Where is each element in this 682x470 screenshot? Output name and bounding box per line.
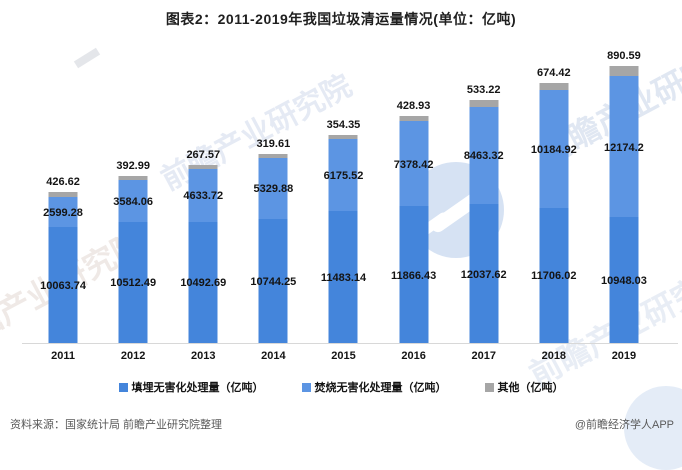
bar-column-2015: 354.35 6175.52 11483.14 <box>308 40 378 343</box>
bar-segment-incineration <box>258 157 288 220</box>
bar-column-2017: 533.22 8463.32 12037.62 <box>449 40 519 343</box>
bar-segment-landfill <box>399 206 429 343</box>
bar-segment-incineration <box>609 76 639 217</box>
x-axis-tick-label: 2017 <box>471 350 496 362</box>
bar-value-label-landfill: 11483.14 <box>320 271 367 284</box>
bar-value-label-landfill: 10512.49 <box>110 277 157 290</box>
bar-segment-incineration <box>469 106 499 205</box>
bar-segment-other <box>48 192 78 197</box>
bar-column-2016: 428.93 7378.42 11866.43 <box>379 40 449 343</box>
bar-segment-landfill <box>328 210 358 343</box>
bar-stack <box>469 100 499 343</box>
legend-item-other: 其他（亿吨） <box>484 379 564 395</box>
bar-stack <box>399 116 429 343</box>
bar-value-label-incineration: 4633.72 <box>183 190 224 203</box>
bar-segment-landfill <box>469 204 499 343</box>
bar-stack <box>328 135 358 343</box>
bar-segment-incineration <box>399 121 429 207</box>
bar-column-2018: 674.42 10184.92 11706.02 <box>519 40 589 343</box>
bar-segment-landfill <box>539 207 569 343</box>
bar-value-label-other: 890.59 <box>607 50 641 62</box>
legend-swatch-incineration-icon <box>301 382 311 392</box>
bar-segment-incineration <box>118 180 148 222</box>
bar-column-2014: 319.61 5329.88 10744.25 <box>238 40 308 343</box>
bar-value-label-incineration: 12174.2 <box>604 141 644 154</box>
legend-item-landfill: 填埋无害化处理量（亿吨） <box>118 379 264 395</box>
bar-value-label-landfill: 11866.43 <box>390 269 437 282</box>
x-axis-tick-label: 2018 <box>541 350 567 362</box>
bar-value-label-incineration: 7378.42 <box>393 158 434 171</box>
bar-segment-other <box>469 100 499 107</box>
bar-segment-landfill <box>188 221 218 343</box>
bar-segment-other <box>539 82 569 91</box>
bar-stack <box>48 192 78 343</box>
legend: 填埋无害化处理量（亿吨） 焚烧无害化处理量（亿吨） 其他（亿吨） <box>0 379 682 395</box>
bar-value-label-incineration: 6175.52 <box>323 169 364 182</box>
bar-segment-other <box>399 116 429 122</box>
legend-label-incineration: 焚烧无害化处理量（亿吨） <box>314 382 447 394</box>
legend-item-incineration: 焚烧无害化处理量（亿吨） <box>301 379 447 395</box>
bar-stack <box>118 175 148 343</box>
bar-segment-landfill <box>609 216 639 343</box>
x-axis-tick-label: 2015 <box>331 350 356 362</box>
bar-column-2019: 890.59 12174.2 10948.03 <box>589 40 659 343</box>
x-axis-tick-label: 2013 <box>191 350 216 362</box>
bar-value-label-landfill: 10492.69 <box>180 277 227 290</box>
bar-value-label-incineration: 8463.32 <box>463 150 504 163</box>
bar-segment-other <box>328 135 358 140</box>
bar-value-label-other: 674.42 <box>536 66 571 79</box>
bar-value-label-landfill: 10948.03 <box>600 274 647 287</box>
legend-label-landfill: 填埋无害化处理量（亿吨） <box>131 382 264 394</box>
bar-value-label-incineration: 3584.06 <box>113 196 154 209</box>
bar-segment-incineration <box>188 168 218 222</box>
bar-value-label-landfill: 10063.74 <box>40 279 86 292</box>
legend-label-other: 其他（亿吨） <box>497 382 564 394</box>
source-text: 资料来源：国家统计局 前瞻产业研究院整理 <box>10 419 223 431</box>
bar-value-label-landfill: 10744.25 <box>250 276 297 289</box>
bar-value-label-other: 533.22 <box>466 84 501 97</box>
x-axis-line <box>22 343 678 344</box>
legend-swatch-landfill-icon <box>118 382 128 392</box>
bar-segment-other <box>118 175 148 181</box>
bar-value-label-other: 426.62 <box>46 176 80 189</box>
bar-stack <box>188 165 218 343</box>
bar-stack <box>609 66 639 343</box>
bar-segment-other <box>188 165 218 169</box>
chart-canvas: 前瞻产业研究院 前瞻产业研究院 前瞻产业研究院 前瞻产业研究院 图表2：2011… <box>0 11 682 470</box>
bar-segment-landfill <box>48 226 78 343</box>
bar-stack <box>258 153 288 343</box>
bar-value-label-other: 319.61 <box>256 137 291 150</box>
x-axis-tick-label: 2019 <box>611 350 637 362</box>
bar-value-label-incineration: 2599.28 <box>43 206 83 219</box>
bar-segment-landfill <box>118 221 148 343</box>
bar-column-2012: 392.99 3584.06 10512.49 <box>98 40 168 343</box>
bar-value-label-other: 392.99 <box>116 159 150 172</box>
chart-title: 图表2：2011-2019年我国垃圾清运量情况(单位：亿吨) <box>165 11 517 27</box>
x-axis-tick-label: 2012 <box>120 350 146 362</box>
bar-segment-incineration <box>539 90 569 208</box>
x-axis-tick-label: 2011 <box>51 350 75 362</box>
bar-stack <box>539 82 569 343</box>
plot-area: 426.62 2599.28 10063.74 392.99 3584.06 10512.… <box>28 40 659 343</box>
bar-value-label-landfill: 12037.62 <box>460 268 507 281</box>
bar-value-label-incineration: 5329.88 <box>253 183 294 196</box>
x-axis-tick-label: 2016 <box>401 350 426 362</box>
x-axis-labels: 2011 2012 2013 2014 2015 2016 2017 2018 2019 <box>28 350 659 362</box>
bar-column-2013: 267.57 4633.72 10492.69 <box>168 40 238 343</box>
app-credit: @前瞻经济学人APP <box>574 419 674 431</box>
bar-value-label-landfill: 11706.02 <box>531 270 577 283</box>
legend-swatch-other-icon <box>484 382 494 392</box>
bar-segment-landfill <box>258 219 288 343</box>
bar-segment-other <box>609 66 639 77</box>
bar-value-label-incineration: 10184.92 <box>530 144 577 157</box>
bar-value-label-other: 354.35 <box>326 119 361 132</box>
bar-value-label-other: 428.93 <box>396 100 431 113</box>
bar-column-2011: 426.62 2599.28 10063.74 <box>28 40 98 343</box>
footer: 资料来源：国家统计局 前瞻产业研究院整理 @前瞻经济学人APP <box>10 416 674 432</box>
x-axis-tick-label: 2014 <box>261 350 286 362</box>
bar-value-label-other: 267.57 <box>186 149 221 162</box>
bar-segment-other <box>258 153 288 158</box>
bar-segment-incineration <box>328 139 358 211</box>
bar-segment-incineration <box>48 196 78 227</box>
